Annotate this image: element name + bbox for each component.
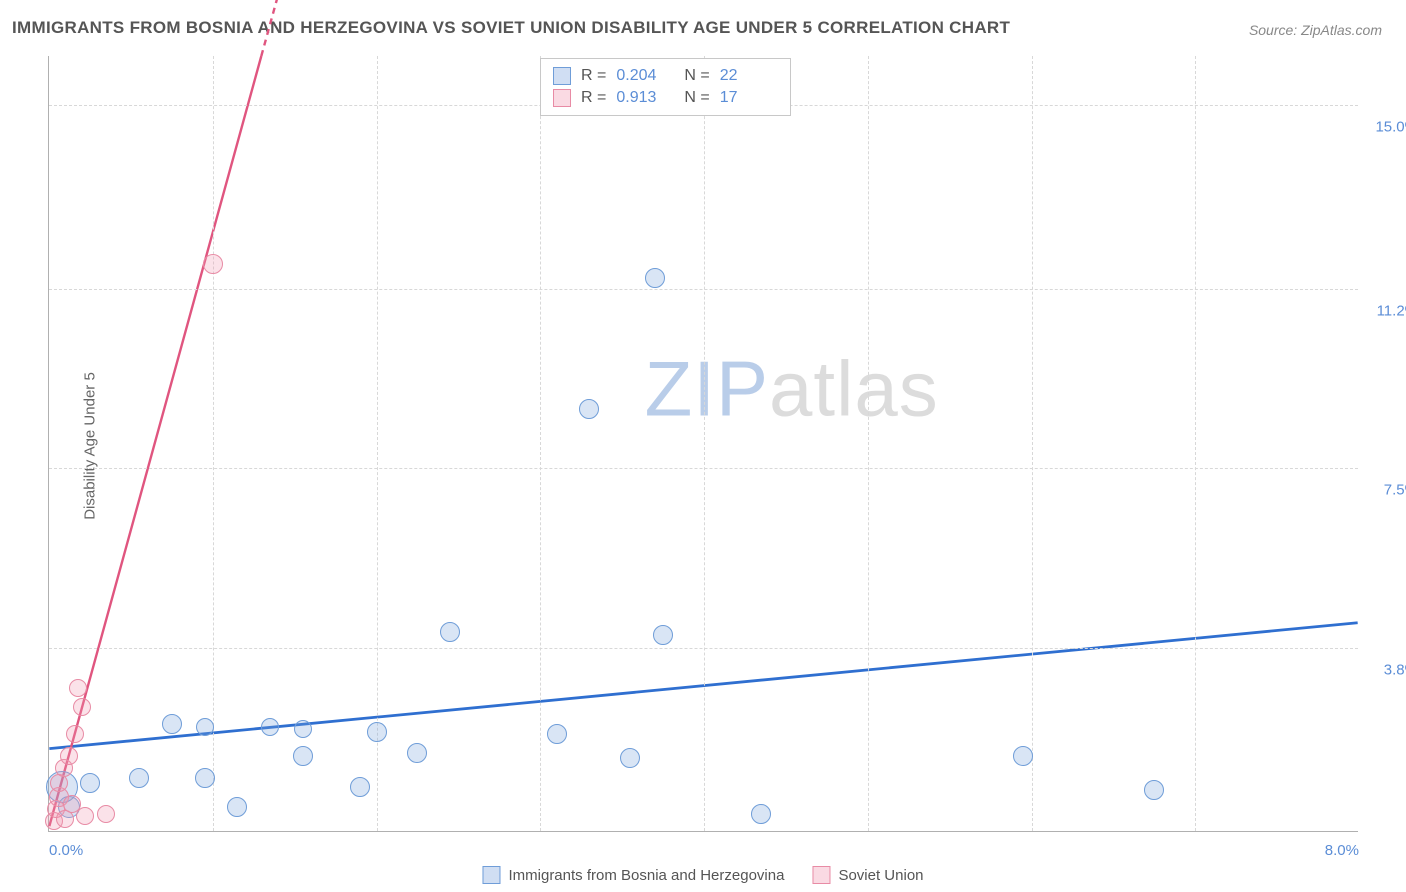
data-point-blue [162, 714, 182, 734]
data-point-blue [196, 718, 214, 736]
data-point-blue [294, 720, 312, 738]
swatch-blue [553, 67, 571, 85]
gridline-v [377, 56, 378, 831]
data-point-pink [73, 698, 91, 716]
data-point-blue [1013, 746, 1033, 766]
data-point-pink [66, 725, 84, 743]
data-point-blue [645, 268, 665, 288]
y-tick-label: 11.2% [1368, 302, 1406, 319]
watermark-atlas: atlas [769, 345, 939, 433]
stat-n-label: N = [684, 67, 709, 85]
stats-legend: R = 0.204 N = 22 R = 0.913 N = 17 [540, 58, 791, 116]
stat-n-label: N = [684, 89, 709, 107]
data-point-blue [407, 743, 427, 763]
chart-title: IMMIGRANTS FROM BOSNIA AND HERZEGOVINA V… [12, 18, 1010, 38]
gridline-v [704, 56, 705, 831]
data-point-pink [69, 679, 87, 697]
data-point-blue [440, 622, 460, 642]
watermark-zip: ZIP [645, 345, 769, 433]
gridline-v [540, 56, 541, 831]
stat-n-pink: 17 [720, 89, 778, 107]
y-tick-label: 3.8% [1368, 661, 1406, 678]
scatter-plot: ZIPatlas 3.8%7.5%11.2%15.0%0.0%8.0% [48, 56, 1358, 832]
stat-r-label: R = [581, 67, 606, 85]
gridline-v [1195, 56, 1196, 831]
stat-n-blue: 22 [720, 67, 778, 85]
x-tick-label: 8.0% [1325, 842, 1359, 859]
stats-row-blue: R = 0.204 N = 22 [553, 65, 778, 87]
data-point-blue [195, 768, 215, 788]
x-tick-label: 0.0% [49, 842, 83, 859]
data-point-blue [547, 724, 567, 744]
stat-r-blue: 0.204 [616, 67, 674, 85]
stat-r-label: R = [581, 89, 606, 107]
data-point-pink [203, 254, 223, 274]
data-point-blue [227, 797, 247, 817]
swatch-pink [553, 89, 571, 107]
data-point-blue [367, 722, 387, 742]
data-point-blue [350, 777, 370, 797]
data-point-blue [293, 746, 313, 766]
data-point-blue [1144, 780, 1164, 800]
data-point-blue [751, 804, 771, 824]
swatch-blue [482, 866, 500, 884]
source-attribution: Source: ZipAtlas.com [1249, 22, 1382, 38]
legend-label-blue: Immigrants from Bosnia and Herzegovina [508, 867, 784, 884]
data-point-blue [579, 399, 599, 419]
data-point-pink [76, 807, 94, 825]
series-legend: Immigrants from Bosnia and Herzegovina S… [482, 866, 923, 884]
data-point-pink [60, 747, 78, 765]
watermark: ZIPatlas [645, 344, 939, 435]
legend-item-pink: Soviet Union [812, 866, 923, 884]
swatch-pink [812, 866, 830, 884]
data-point-blue [80, 773, 100, 793]
data-point-pink [97, 805, 115, 823]
stat-r-pink: 0.913 [616, 89, 674, 107]
y-tick-label: 15.0% [1368, 118, 1406, 135]
stats-row-pink: R = 0.913 N = 17 [553, 87, 778, 109]
gridline-v [213, 56, 214, 831]
gridline-v [1032, 56, 1033, 831]
data-point-blue [261, 718, 279, 736]
data-point-blue [129, 768, 149, 788]
y-tick-label: 7.5% [1368, 482, 1406, 499]
data-point-blue [653, 625, 673, 645]
data-point-blue [620, 748, 640, 768]
legend-label-pink: Soviet Union [838, 867, 923, 884]
legend-item-blue: Immigrants from Bosnia and Herzegovina [482, 866, 784, 884]
gridline-v [868, 56, 869, 831]
